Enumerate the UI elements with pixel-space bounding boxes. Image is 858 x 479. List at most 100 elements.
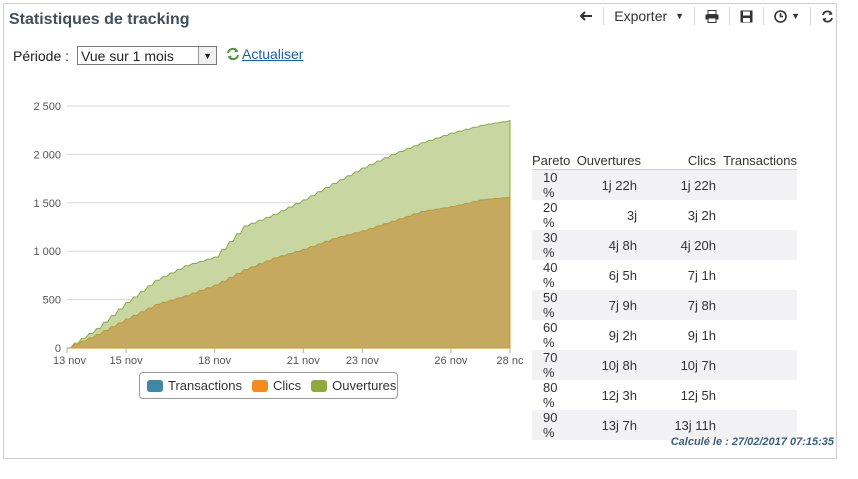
x-tick-label: 21 nov bbox=[287, 355, 321, 367]
pareto-header-row: Pareto Ouvertures Clics Transactions bbox=[532, 152, 797, 170]
table-row: 70 % 10j 8h 10j 7h bbox=[532, 350, 797, 380]
schedule-button[interactable]: ▼ bbox=[768, 6, 806, 26]
pareto-cell bbox=[716, 380, 797, 410]
pareto-cell: 4j 20h bbox=[641, 230, 716, 260]
period-label: Période : bbox=[13, 47, 70, 64]
pareto-cell bbox=[716, 350, 797, 380]
legend-item-ouvertures[interactable]: Ouvertures bbox=[311, 378, 396, 393]
pareto-cell: 1j 22h bbox=[572, 169, 641, 200]
pareto-cell: 30 % bbox=[532, 230, 572, 260]
pareto-cell: 7j 1h bbox=[687, 267, 716, 283]
table-row: 60 % 9j 2h 9j 1h bbox=[532, 320, 797, 350]
pareto-cell bbox=[716, 410, 797, 440]
x-tick-label: 26 nov bbox=[434, 355, 468, 367]
pareto-cell: 90 % bbox=[532, 410, 572, 440]
pareto-header-pareto: Pareto bbox=[532, 152, 572, 170]
page-title: Statistiques de tracking bbox=[9, 11, 190, 28]
legend-item-clics[interactable]: Clics bbox=[251, 378, 302, 393]
y-tick-label: 1 000 bbox=[33, 246, 61, 258]
pareto-cell: 9j 1h bbox=[687, 327, 716, 343]
pareto-cell: 13j 11h bbox=[641, 410, 716, 440]
chart-legend: Transactions Clics Ouvertures bbox=[139, 372, 398, 399]
y-tick-label: 0 bbox=[55, 343, 61, 355]
back-button[interactable] bbox=[573, 6, 599, 26]
period-dropdown[interactable]: Vue sur 1 mois ▼ bbox=[77, 46, 218, 65]
area-series-clics bbox=[67, 196, 511, 349]
print-button[interactable] bbox=[699, 6, 725, 26]
pareto-cell: 50 % bbox=[532, 290, 572, 320]
pareto-header-ouvertures: Ouvertures bbox=[572, 152, 641, 170]
pareto-cell: 70 % bbox=[532, 350, 572, 380]
pareto-cell: 10 % bbox=[532, 169, 572, 200]
refresh-link-label: Actualiser bbox=[242, 46, 304, 62]
y-tick-label: 2 000 bbox=[33, 149, 61, 161]
x-tick-label: 15 nov bbox=[110, 355, 144, 367]
pareto-cell: 1j 22h bbox=[641, 169, 716, 200]
pareto-cell: 12j 3h bbox=[601, 387, 637, 403]
refresh-button[interactable] bbox=[815, 6, 840, 26]
x-tick-label: 28 nc bbox=[497, 355, 524, 367]
pareto-cell bbox=[716, 260, 797, 290]
x-tick-label: 18 nov bbox=[198, 355, 232, 367]
printer-icon bbox=[705, 9, 719, 23]
pareto-header-transactions: Transactions bbox=[716, 152, 797, 170]
legend-label-ouvertures: Ouvertures bbox=[332, 378, 397, 393]
table-row: 30 % 4j 8h 4j 20h bbox=[532, 230, 797, 260]
back-arrow-icon bbox=[579, 11, 593, 21]
export-label: Exporter bbox=[614, 8, 668, 24]
y-tick-label: 2 500 bbox=[33, 101, 61, 113]
pareto-header-clics: Clics bbox=[641, 152, 716, 170]
table-row: 40 % 6j 5h 7j 1h bbox=[532, 260, 797, 290]
toolbar: Exporter ▼ ▼ bbox=[573, 5, 840, 27]
legend-item-transactions[interactable]: Transactions bbox=[147, 378, 242, 393]
pareto-cell: 3j 2h bbox=[687, 207, 716, 223]
table-row: 80 % 12j 3h 12j 5h bbox=[532, 380, 797, 410]
period-selected-value: Vue sur 1 mois bbox=[81, 47, 174, 64]
table-row: 20 % 3j 3j 2h bbox=[532, 200, 797, 230]
pareto-cell bbox=[716, 290, 797, 320]
pareto-cell: 40 % bbox=[543, 260, 558, 290]
tracking-area-chart: 0 500 1 000 1 500 2 000 2 500 13 nov 15 nov 18 … bbox=[33, 101, 524, 367]
computed-timestamp: Calculé le : 27/02/2017 07:15:35 bbox=[670, 436, 834, 448]
pareto-cell: 7j 9h bbox=[572, 290, 641, 320]
pareto-cell: 12j 5h bbox=[680, 387, 716, 403]
legend-label-clics: Clics bbox=[272, 378, 302, 393]
refresh-arrows-icon bbox=[227, 47, 239, 61]
refresh-link[interactable]: Actualiser bbox=[225, 46, 303, 62]
pareto-cell: 7j 8h bbox=[641, 290, 716, 320]
table-row: 10 % 1j 22h 1j 22h bbox=[532, 169, 797, 200]
floppy-disk-icon bbox=[740, 10, 753, 22]
legend-swatch-ouvertures bbox=[311, 379, 328, 392]
save-button[interactable] bbox=[734, 6, 759, 26]
export-button[interactable]: Exporter ▼ bbox=[608, 6, 690, 26]
pareto-cell: 20 % bbox=[543, 200, 558, 230]
pareto-cell bbox=[716, 320, 797, 350]
legend-label-transactions: Transactions bbox=[168, 378, 242, 393]
x-tick-label: 13 nov bbox=[53, 355, 87, 367]
chevron-down-icon[interactable]: ▼ bbox=[198, 47, 217, 64]
chevron-down-icon: ▼ bbox=[791, 11, 800, 21]
table-row: 50 % 7j 9h 7j 8h bbox=[532, 290, 797, 320]
clock-icon bbox=[774, 9, 787, 23]
refresh-icon bbox=[822, 9, 833, 23]
pareto-cell: 9j 2h bbox=[608, 327, 637, 343]
pareto-cell: 10j 8h bbox=[572, 350, 641, 380]
y-tick-label: 500 bbox=[43, 295, 61, 307]
y-tick-label: 1 500 bbox=[33, 198, 61, 210]
pareto-table: Pareto Ouvertures Clics Transactions 10 … bbox=[532, 152, 797, 440]
pareto-cell bbox=[716, 230, 797, 260]
pareto-cell bbox=[716, 200, 797, 230]
pareto-cell: 80 % bbox=[543, 380, 558, 410]
pareto-cell bbox=[716, 169, 797, 200]
pareto-cell: 10j 7h bbox=[641, 350, 716, 380]
pareto-cell: 60 % bbox=[543, 320, 558, 350]
period-selector: Période : Vue sur 1 mois ▼ bbox=[13, 46, 218, 65]
chevron-down-icon: ▼ bbox=[675, 11, 685, 21]
pareto-cell: 4j 8h bbox=[572, 230, 641, 260]
pareto-cell: 13j 7h bbox=[572, 410, 641, 440]
x-tick-label: 23 nov bbox=[346, 355, 380, 367]
pareto-cell: 3j bbox=[626, 207, 637, 223]
legend-swatch-clics bbox=[251, 379, 268, 392]
pareto-cell: 6j 5h bbox=[608, 267, 637, 283]
table-row: 90 % 13j 7h 13j 11h bbox=[532, 410, 797, 440]
